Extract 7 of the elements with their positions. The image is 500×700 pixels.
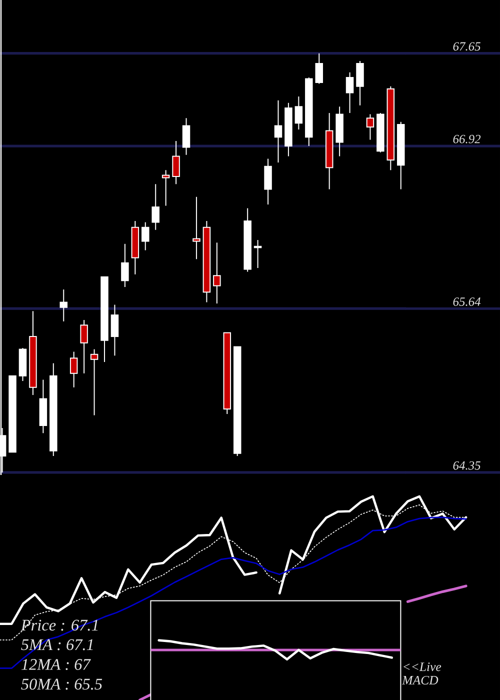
y-tick-label: 67.65: [453, 42, 480, 51]
y-tick-label: 64.35: [453, 461, 480, 470]
annotation: <<Live MACD: [402, 662, 442, 685]
y-tick-label: 66.92: [453, 134, 481, 144]
y-tick-label: 65.64: [453, 297, 481, 306]
annotation: 50MA : 65.5: [21, 678, 102, 690]
annotation: 12MA : 67: [21, 659, 91, 670]
